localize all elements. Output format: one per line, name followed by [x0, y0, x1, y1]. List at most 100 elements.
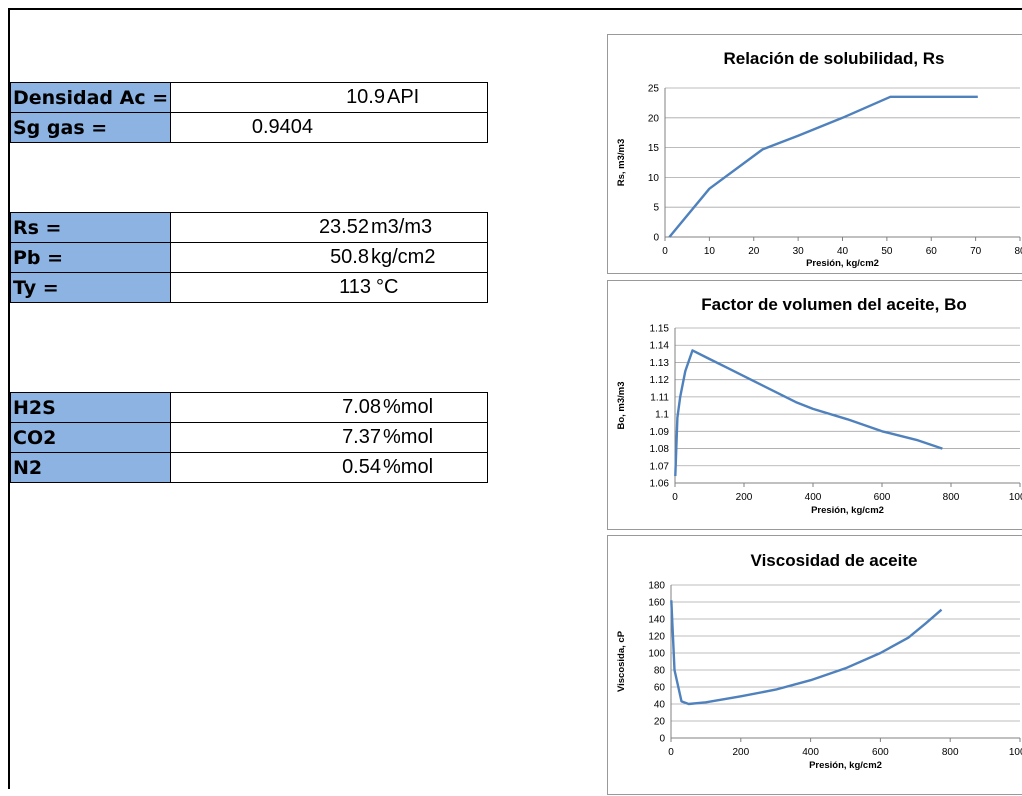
row-label[interactable]: Densidad Ac =: [10, 82, 171, 113]
table-row: Ty = 113 °C: [10, 272, 488, 303]
bo-chart[interactable]: Factor de volumen del aceite, Bo 1.06 1.07…: [607, 280, 1022, 530]
row-value: 7.08: [342, 396, 381, 418]
x-tick-label: 60: [926, 246, 938, 257]
table-row: Sg gas = 0.9404: [10, 112, 488, 143]
y-axis-label: Bo, m3/m3: [616, 381, 627, 429]
y-tick-label: 180: [648, 581, 665, 592]
y-tick-label: 1.14: [650, 341, 670, 352]
x-tick-label: 10: [704, 246, 716, 257]
series-line: [670, 600, 943, 706]
y-tick-label: 1.1: [655, 410, 669, 421]
row-label[interactable]: Ty =: [10, 272, 171, 303]
y-tick-label: 1.15: [650, 324, 670, 335]
y-tick-label: 1.09: [650, 427, 670, 438]
row-value-cell[interactable]: 10.9 API: [170, 82, 488, 113]
x-axis-label: Presión, kg/cm2: [806, 258, 879, 269]
y-tick-label: 1.11: [650, 392, 669, 403]
row-label[interactable]: N2: [10, 452, 171, 483]
x-tick-label: 1000: [1009, 492, 1022, 503]
viscosity-chart[interactable]: Viscosidad de aceite 0 20 40 60 80 100 120 140 16…: [607, 535, 1022, 795]
row-value-cell[interactable]: 0.9404: [170, 112, 488, 143]
fluid-properties-table: Densidad Ac = 10.9 API Sg gas = 0.9404: [10, 82, 488, 143]
row-value-cell[interactable]: 50.8 kg/cm2: [170, 242, 488, 273]
row-value-cell[interactable]: 7.08 %mol: [170, 392, 488, 423]
y-tick-label: 20: [654, 717, 666, 728]
y-tick-label: 10: [648, 173, 660, 184]
row-label[interactable]: CO2: [10, 422, 171, 453]
y-tick-label: 0: [659, 734, 665, 745]
x-axis-label: Presión, kg/cm2: [811, 505, 884, 516]
chart-title: Factor de volumen del aceite, Bo: [701, 295, 966, 314]
y-tick-label: 20: [648, 113, 660, 124]
y-tick-label: 120: [648, 632, 665, 643]
x-tick-label: 1000: [1009, 747, 1022, 758]
y-tick-label: 40: [654, 700, 666, 711]
chart-title: Relación de solubilidad, Rs: [723, 49, 944, 68]
row-value: 10.9: [346, 86, 385, 108]
table-row: N2 0.54 %mol: [10, 452, 488, 483]
bo-chart-svg: Factor de volumen del aceite, Bo 1.06 1.07…: [616, 295, 1022, 516]
x-tick-label: 600: [874, 492, 891, 503]
row-unit: API: [387, 86, 420, 108]
y-axis-label: Viscosida, cP: [616, 630, 627, 692]
y-tick-label: 1.06: [650, 479, 670, 490]
y-tick-label: 5: [653, 203, 659, 214]
x-tick-label: 200: [736, 492, 753, 503]
y-tick-label: 60: [654, 683, 666, 694]
x-tick-label: 400: [802, 747, 819, 758]
row-value: 23.52: [318, 216, 369, 238]
table-row: Densidad Ac = 10.9 API: [10, 82, 488, 113]
row-unit: %mol: [383, 396, 434, 418]
x-tick-label: 800: [942, 747, 959, 758]
row-label[interactable]: Rs =: [10, 212, 171, 243]
row-value: 0.54: [342, 456, 381, 478]
x-tick-label: 0: [662, 246, 668, 257]
row-label[interactable]: Sg gas =: [10, 112, 171, 143]
y-tick-label: 1.13: [650, 358, 670, 369]
x-tick-label: 600: [872, 747, 889, 758]
x-tick-label: 800: [943, 492, 960, 503]
y-tick-label: 0: [653, 233, 659, 244]
y-tick-label: 140: [648, 615, 665, 626]
row-label[interactable]: Pb =: [10, 242, 171, 273]
row-value: 0.9404: [251, 116, 313, 138]
row-value-cell[interactable]: 113 °C: [170, 272, 488, 303]
row-unit: °C: [376, 276, 399, 298]
rs-chart-svg: Relación de solubilidad, Rs 0 5 10 15 20 25 0 10…: [616, 49, 1022, 269]
row-unit: %mol: [383, 426, 434, 448]
x-tick-label: 50: [881, 246, 893, 257]
series-line: [668, 95, 978, 238]
x-tick-label: 200: [732, 747, 749, 758]
y-tick-label: 80: [654, 666, 666, 677]
row-value-cell[interactable]: 7.37 %mol: [170, 422, 488, 453]
gas-composition-table: H2S 7.08 %mol CO2 7.37 %mol N2 0.54 %mol: [10, 392, 488, 483]
y-tick-label: 1.07: [650, 461, 670, 472]
table-row: H2S 7.08 %mol: [10, 392, 488, 423]
row-value-cell[interactable]: 0.54 %mol: [170, 452, 488, 483]
x-tick-label: 20: [748, 246, 760, 257]
y-tick-label: 25: [648, 84, 660, 95]
x-axis-label: Presión, kg/cm2: [809, 760, 882, 771]
y-tick-label: 15: [648, 143, 660, 154]
row-unit: kg/cm2: [371, 246, 436, 268]
table-row: Pb = 50.8 kg/cm2: [10, 242, 488, 273]
rs-chart[interactable]: Relación de solubilidad, Rs 0 5 10 15 20 25 0 10…: [607, 34, 1022, 274]
table-row: Rs = 23.52 m3/m3: [10, 212, 488, 243]
y-tick-label: 1.08: [650, 444, 670, 455]
row-label[interactable]: H2S: [10, 392, 171, 423]
sheet-frame: [8, 8, 1022, 789]
y-tick-label: 160: [648, 598, 665, 609]
y-axis-label: Rs, m3/m3: [616, 139, 627, 187]
row-unit: m3/m3: [371, 216, 433, 238]
x-tick-label: 70: [970, 246, 982, 257]
row-unit: %mol: [383, 456, 434, 478]
series-line: [674, 349, 943, 477]
x-tick-label: 0: [668, 747, 674, 758]
x-tick-label: 40: [837, 246, 849, 257]
y-tick-label: 100: [648, 649, 665, 660]
row-value: 113: [339, 276, 371, 298]
x-tick-label: 30: [793, 246, 805, 257]
x-tick-label: 0: [672, 492, 678, 503]
row-value-cell[interactable]: 23.52 m3/m3: [170, 212, 488, 243]
chart-title: Viscosidad de aceite: [751, 551, 918, 570]
